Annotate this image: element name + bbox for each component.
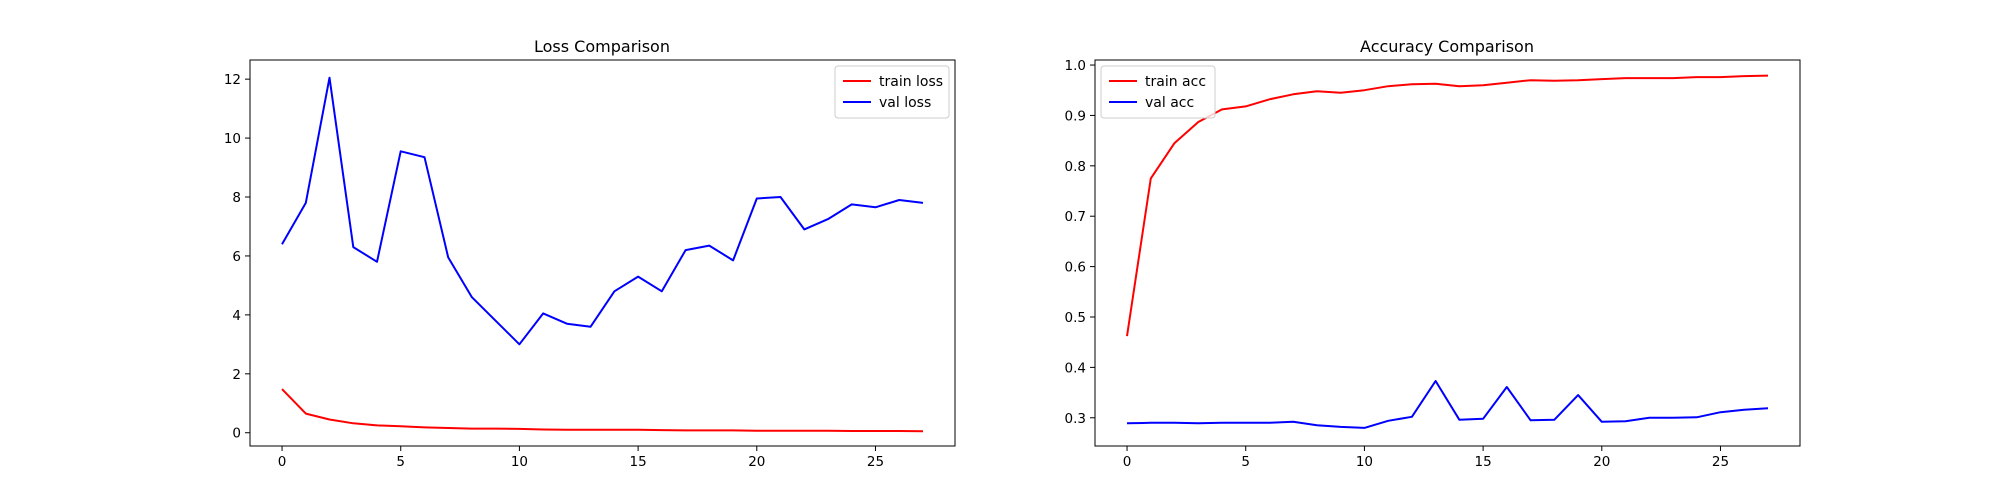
loss-chart-title: Loss Comparison bbox=[534, 37, 670, 56]
loss-x-tick-label: 0 bbox=[278, 454, 287, 470]
val-acc-line bbox=[1126, 380, 1769, 429]
accuracy-x-tick-label: 15 bbox=[1475, 454, 1492, 470]
accuracy-y-tick-label: 0.4 bbox=[1065, 360, 1086, 376]
loss-x-tick-label: 20 bbox=[748, 454, 765, 470]
loss-y-tick-label: 0 bbox=[232, 426, 241, 442]
loss-y-tick-label: 2 bbox=[232, 367, 241, 383]
train-loss-legend-label: train loss bbox=[879, 74, 943, 90]
accuracy-legend-box bbox=[1100, 65, 1216, 119]
accuracy-y-tick-label: 0.6 bbox=[1065, 260, 1086, 276]
loss-legend-box bbox=[834, 65, 950, 119]
loss-plot-frame bbox=[249, 59, 956, 447]
loss-y-tick-label: 10 bbox=[224, 131, 241, 147]
accuracy-x-tick-label: 20 bbox=[1593, 454, 1610, 470]
accuracy-y-tick-label: 0.3 bbox=[1065, 411, 1086, 427]
accuracy-chart-title: Accuracy Comparison bbox=[1360, 37, 1534, 56]
loss-x-tick-label: 15 bbox=[630, 454, 647, 470]
accuracy-x-tick-label: 10 bbox=[1356, 454, 1373, 470]
train-loss-line bbox=[281, 388, 924, 433]
accuracy-y-tick-label: 0.8 bbox=[1065, 159, 1086, 175]
accuracy-plot-frame bbox=[1094, 59, 1801, 447]
accuracy-y-tick-label: 0.7 bbox=[1065, 209, 1086, 225]
train-acc-line bbox=[1126, 74, 1769, 337]
accuracy-comparison-panel: Accuracy Comparison 0 5 10 15 20 25 0.3 0.4 0.5 0… bbox=[1065, 37, 1801, 470]
loss-x-tick-label: 5 bbox=[396, 454, 405, 470]
loss-y-tick-label: 12 bbox=[224, 72, 241, 88]
accuracy-x-tick-label: 25 bbox=[1712, 454, 1729, 470]
accuracy-y-tick-label: 0.5 bbox=[1065, 310, 1086, 326]
accuracy-y-tick-label: 0.9 bbox=[1065, 108, 1086, 124]
loss-comparison-panel: Loss Comparison 0 5 10 15 20 25 0 2 4 6 8 10 12 train… bbox=[224, 37, 956, 470]
accuracy-x-tick-label: 0 bbox=[1123, 454, 1132, 470]
loss-x-tick-label: 10 bbox=[511, 454, 528, 470]
loss-legend: train loss val loss bbox=[834, 65, 950, 119]
val-loss-legend-label: val loss bbox=[879, 95, 931, 111]
loss-y-tick-label: 4 bbox=[232, 308, 241, 324]
accuracy-legend: train acc val acc bbox=[1100, 65, 1216, 119]
val-loss-line bbox=[281, 76, 924, 346]
accuracy-x-tick-label: 5 bbox=[1241, 454, 1250, 470]
train-acc-legend-label: train acc bbox=[1145, 74, 1206, 90]
loss-y-tick-label: 6 bbox=[232, 249, 241, 265]
accuracy-y-tick-label: 1.0 bbox=[1065, 58, 1086, 74]
val-acc-legend-label: val acc bbox=[1145, 95, 1194, 111]
loss-x-tick-label: 25 bbox=[867, 454, 884, 470]
loss-y-tick-label: 8 bbox=[232, 190, 241, 206]
